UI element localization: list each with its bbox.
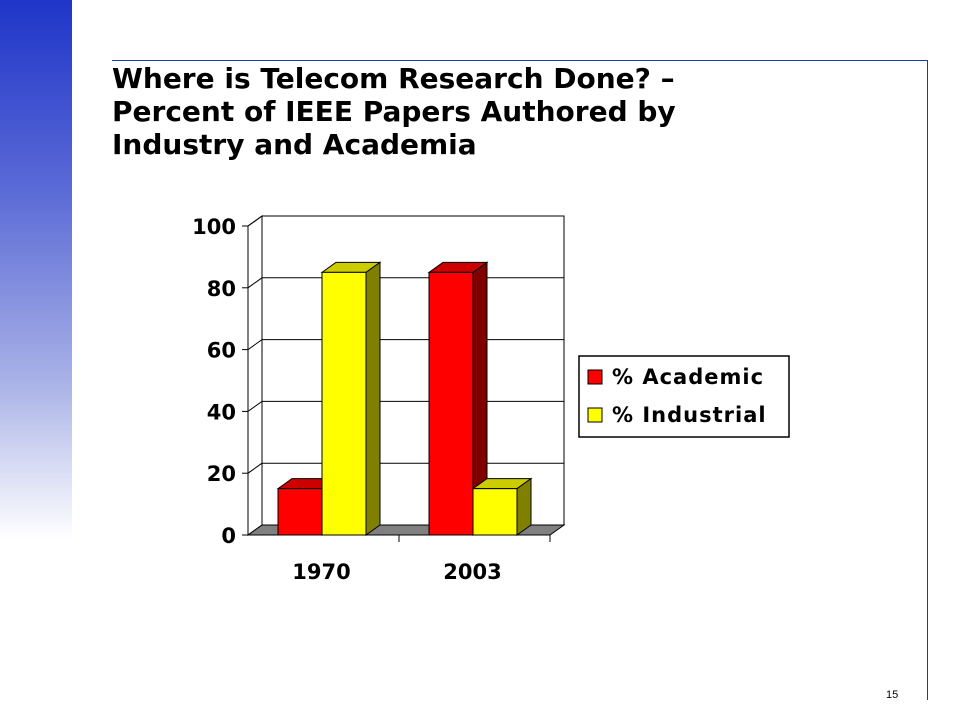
sidebar-gradient-bar bbox=[0, 0, 72, 540]
legend-label: % Academic bbox=[612, 365, 764, 389]
y-tick-label: 80 bbox=[207, 277, 236, 301]
bar-side bbox=[516, 477, 532, 536]
chart-side-wall bbox=[247, 215, 263, 536]
y-tick-label: 0 bbox=[221, 524, 236, 548]
gridline-side bbox=[247, 215, 263, 227]
gridline-side bbox=[247, 277, 263, 289]
bar bbox=[472, 488, 518, 536]
slide-title-line-1: Where is Telecom Research Done? – bbox=[112, 62, 675, 95]
frame-top-line bbox=[112, 60, 928, 61]
bar bbox=[277, 488, 323, 536]
y-tick-label: 40 bbox=[207, 400, 236, 424]
page-number: 15 bbox=[886, 689, 899, 701]
legend-swatch bbox=[587, 407, 603, 423]
bar bbox=[428, 271, 474, 536]
slide-title: Where is Telecom Research Done? – Percen… bbox=[112, 62, 872, 161]
x-tick-label: 1970 bbox=[292, 560, 350, 584]
frame-right-line bbox=[927, 60, 928, 700]
bar-side bbox=[365, 261, 381, 536]
gridline-side bbox=[247, 339, 263, 351]
y-tick-label: 20 bbox=[207, 462, 236, 486]
chart-back-wall bbox=[261, 215, 565, 526]
legend-label: % Industrial bbox=[612, 403, 767, 427]
bar bbox=[321, 271, 367, 536]
legend bbox=[578, 355, 790, 438]
y-tick-label: 100 bbox=[192, 215, 236, 239]
y-tick-label: 60 bbox=[207, 339, 236, 363]
x-tick-label: 2003 bbox=[443, 560, 501, 584]
gridline-side bbox=[247, 400, 263, 412]
legend-swatch bbox=[587, 369, 603, 385]
slide-title-line-2: Percent of IEEE Papers Authored by bbox=[112, 95, 676, 128]
slide-title-line-3: Industry and Academia bbox=[112, 128, 477, 161]
gridline-side bbox=[247, 462, 263, 474]
